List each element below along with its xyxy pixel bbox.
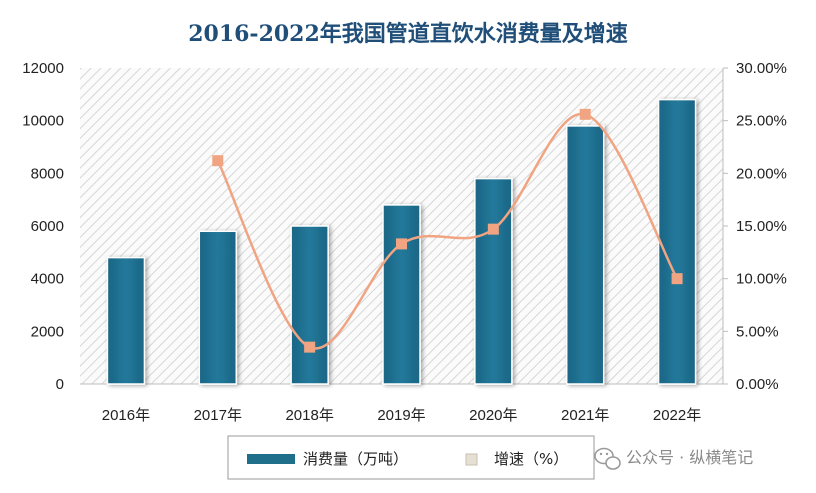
bar-3	[382, 204, 421, 385]
chart-title: 2016-2022年我国管道直饮水消费量及增速	[188, 21, 628, 47]
watermark-text: 公众号 · 纵横笔记	[626, 448, 753, 467]
wechat-icon	[594, 447, 621, 470]
right-y-tick-label: 25.00%	[736, 113, 787, 130]
bar-series	[106, 98, 697, 385]
x-tick-label: 2020年	[469, 407, 517, 424]
bar-2	[290, 225, 329, 385]
right-y-tick-label: 20.00%	[736, 165, 787, 182]
growth-line	[216, 112, 679, 350]
growth-marker-4	[487, 223, 499, 235]
growth-marker-2	[304, 341, 316, 353]
left-axis-ticks: 0 2000 4000 6000 8000 10000 12000	[22, 60, 64, 393]
x-tick-label: 2019年	[377, 407, 425, 424]
right-y-tick-label: 15.00%	[736, 218, 787, 235]
growth-marker-1	[212, 155, 224, 167]
bar-5	[565, 125, 605, 385]
legend-bar-swatch	[247, 454, 295, 464]
left-y-tick-label: 12000	[22, 60, 64, 77]
left-y-tick-label: 8000	[31, 165, 64, 182]
right-y-tick-label: 5.00%	[736, 323, 779, 340]
x-tick-label: 2022年	[653, 407, 701, 424]
x-tick-label: 2021年	[561, 407, 609, 424]
line-series	[212, 108, 683, 353]
growth-marker-6	[671, 273, 683, 285]
legend: 消费量（万吨） 增速（%）	[227, 435, 595, 480]
right-y-tick-label: 30.00%	[736, 60, 787, 77]
right-y-tick-label: 10.00%	[736, 271, 787, 288]
x-axis-ticks: 2016年 2017年 2018年 2019年 2020年 2021年 2022年	[102, 407, 702, 424]
left-y-tick-label: 2000	[31, 323, 64, 340]
bar-0	[106, 256, 146, 385]
right-axis-ticks: 0.00% 5.00% 10.00% 15.00% 20.00% 25.00% 30.00%	[723, 60, 787, 393]
left-y-tick-label: 10000	[22, 113, 64, 130]
watermark: 公众号 · 纵横笔记	[594, 447, 753, 470]
x-tick-label: 2017年	[194, 407, 242, 424]
bar-4	[474, 177, 513, 385]
legend-line-swatch	[465, 453, 478, 466]
left-y-tick-label: 4000	[31, 271, 64, 288]
left-y-tick-label: 0	[56, 376, 64, 393]
x-tick-label: 2016年	[102, 407, 150, 424]
legend-bar-label: 消费量（万吨）	[303, 450, 408, 468]
right-y-tick-label: 0.00%	[736, 376, 779, 393]
growth-marker-5	[579, 108, 591, 120]
legend-line-label: 增速（%）	[494, 450, 568, 468]
bar-6	[657, 98, 697, 385]
left-y-tick-label: 6000	[31, 218, 64, 235]
bar-1	[198, 230, 238, 385]
growth-marker-3	[396, 238, 407, 250]
x-tick-label: 2018年	[285, 407, 333, 424]
